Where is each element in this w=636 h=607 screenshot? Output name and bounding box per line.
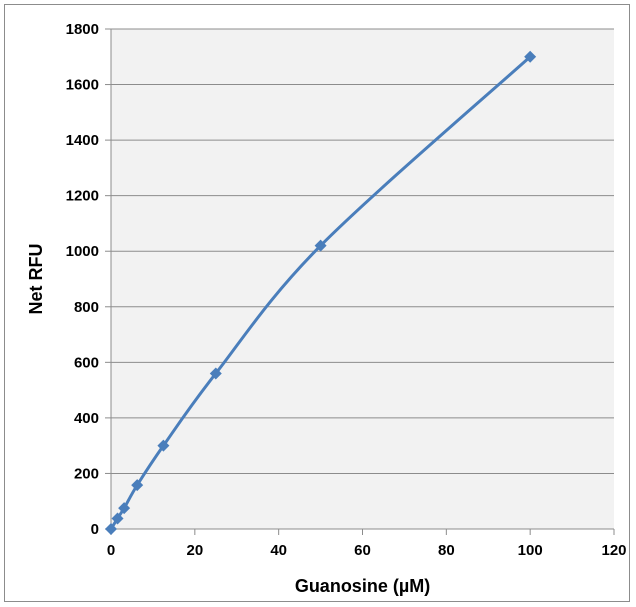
y-tick-label: 1200: [66, 188, 99, 205]
x-tick-label: 0: [107, 542, 115, 559]
data-point-marker: [111, 512, 124, 525]
x-tick-label: 40: [270, 542, 287, 559]
y-tick-label: 1600: [66, 77, 99, 94]
data-point-marker: [314, 239, 327, 252]
x-tick-label: 80: [438, 542, 455, 559]
series-markers: [105, 50, 537, 535]
data-point-marker: [524, 50, 537, 63]
x-tick-label: 120: [601, 542, 626, 559]
y-axis-title: Net RFU: [26, 244, 46, 315]
data-point-marker: [209, 367, 222, 380]
y-tick-label: 200: [74, 465, 99, 482]
y-axis-ticks: 0 200 400 600 800 1000 1200 1400 1600 1800: [66, 21, 111, 538]
x-tick-label: 60: [354, 542, 371, 559]
y-tick-label: 1800: [66, 21, 99, 38]
data-point-marker: [157, 439, 170, 452]
data-point-marker: [105, 523, 117, 535]
y-tick-label: 600: [74, 354, 99, 371]
x-tick-label: 100: [518, 542, 543, 559]
gridlines: [111, 28, 614, 474]
series-line: [109, 55, 532, 530]
plot-area: [111, 29, 614, 529]
x-axis-title: Guanosine (µM): [295, 576, 430, 596]
y-tick-label: 0: [91, 521, 99, 538]
data-point-marker: [118, 502, 131, 515]
x-axis-ticks: 0 20 40 60 80 100 120: [107, 529, 627, 559]
x-tick-label: 20: [186, 542, 203, 559]
y-tick-label: 1000: [66, 243, 99, 260]
y-tick-label: 1400: [66, 132, 99, 149]
data-point-marker: [131, 479, 144, 492]
y-tick-label: 800: [74, 299, 99, 316]
y-tick-label: 400: [74, 410, 99, 427]
